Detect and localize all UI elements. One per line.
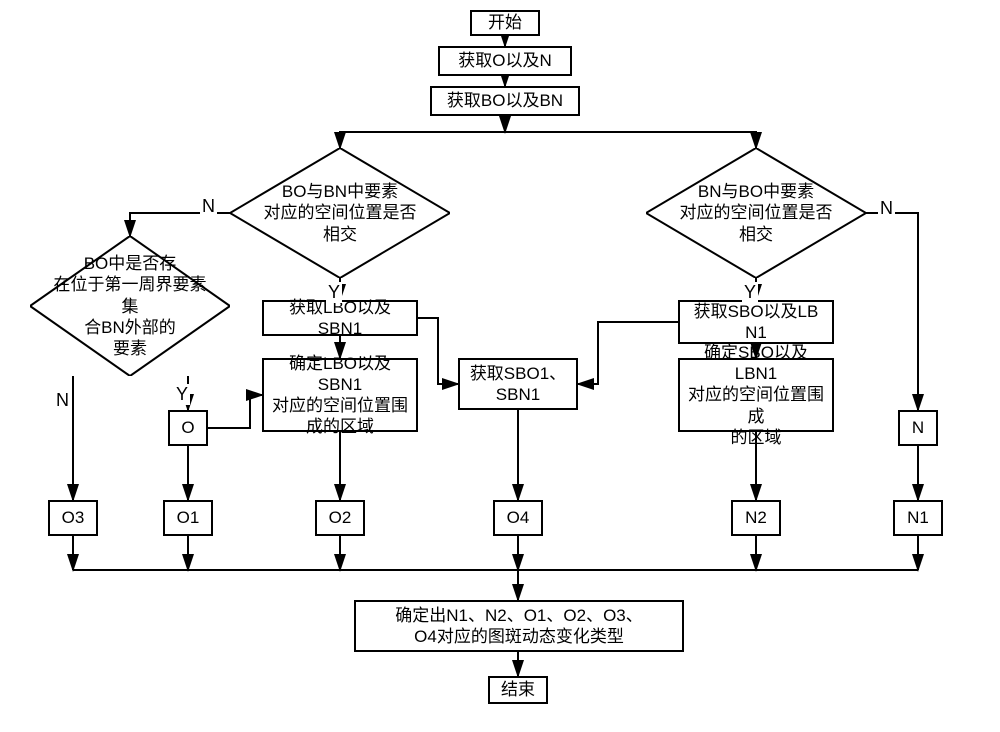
node-nO4: O4 bbox=[493, 500, 543, 536]
node-d1-label: BO与BN中要素对应的空间位置是否相交 bbox=[252, 181, 428, 245]
node-nN1-label: N1 bbox=[907, 507, 929, 528]
node-step2-label: 获取BO以及BN bbox=[447, 90, 563, 111]
edge-label-d1_N: N bbox=[200, 196, 217, 217]
edge-label-d3_Y: Y bbox=[174, 384, 190, 405]
node-d1: BO与BN中要素对应的空间位置是否相交 bbox=[230, 148, 450, 278]
node-nO-label: O bbox=[181, 417, 194, 438]
node-step1-label: 获取O以及N bbox=[458, 50, 552, 71]
node-step2: 获取BO以及BN bbox=[430, 86, 580, 116]
node-start-label: 开始 bbox=[488, 12, 522, 33]
node-r4: 获取SBO以及LBN1 bbox=[678, 300, 834, 344]
node-nO: O bbox=[168, 410, 208, 446]
node-nN: N bbox=[898, 410, 938, 446]
node-nO4-label: O4 bbox=[507, 507, 530, 528]
node-nO2: O2 bbox=[315, 500, 365, 536]
node-nN-label: N bbox=[912, 417, 924, 438]
node-step1: 获取O以及N bbox=[438, 46, 572, 76]
node-nO2-label: O2 bbox=[329, 507, 352, 528]
node-nO3-label: O3 bbox=[62, 507, 85, 528]
node-d3-label: BO中是否存在位于第一周界要素集合BN外部的要素 bbox=[50, 253, 210, 359]
node-end-label: 结束 bbox=[501, 679, 535, 700]
node-r5-label: 确定SBO以及LBN1对应的空间位置围成的区域 bbox=[686, 342, 826, 448]
node-start: 开始 bbox=[470, 10, 540, 36]
node-nO3: O3 bbox=[48, 500, 98, 536]
node-nN2: N2 bbox=[731, 500, 781, 536]
node-nN1: N1 bbox=[893, 500, 943, 536]
node-final: 确定出N1、N2、O1、O2、O3、O4对应的图斑动态变化类型 bbox=[354, 600, 684, 652]
node-r3: 获取SBO1、SBN1 bbox=[458, 358, 578, 410]
node-r3-label: 获取SBO1、SBN1 bbox=[470, 363, 566, 406]
node-end: 结束 bbox=[488, 676, 548, 704]
node-d2-label: BN与BO中要素对应的空间位置是否相交 bbox=[668, 181, 844, 245]
node-r2: 确定LBO以及SBN1对应的空间位置围成的区域 bbox=[262, 358, 418, 432]
node-nO1: O1 bbox=[163, 500, 213, 536]
node-nN2-label: N2 bbox=[745, 507, 767, 528]
node-r1: 获取LBO以及SBN1 bbox=[262, 300, 418, 336]
node-r2-label: 确定LBO以及SBN1对应的空间位置围成的区域 bbox=[270, 353, 410, 438]
node-d2: BN与BO中要素对应的空间位置是否相交 bbox=[646, 148, 866, 278]
node-nO1-label: O1 bbox=[177, 507, 200, 528]
edge-label-d2_N: N bbox=[878, 198, 895, 219]
edge-label-d2_Y: Y bbox=[742, 282, 758, 303]
edge-label-d1_Y: Y bbox=[326, 282, 342, 303]
edge-label-d3_N: N bbox=[54, 390, 71, 411]
node-d3: BO中是否存在位于第一周界要素集合BN外部的要素 bbox=[30, 236, 230, 376]
node-r4-label: 获取SBO以及LBN1 bbox=[694, 301, 819, 344]
node-r5: 确定SBO以及LBN1对应的空间位置围成的区域 bbox=[678, 358, 834, 432]
node-r1-label: 获取LBO以及SBN1 bbox=[270, 297, 410, 340]
flowchart-canvas: 开始获取O以及N 获取BO以及BN BO与BN中要素对应的空间位置是否相交 BN与BO… bbox=[0, 0, 1000, 732]
node-final-label: 确定出N1、N2、O1、O2、O3、O4对应的图斑动态变化类型 bbox=[395, 605, 643, 648]
